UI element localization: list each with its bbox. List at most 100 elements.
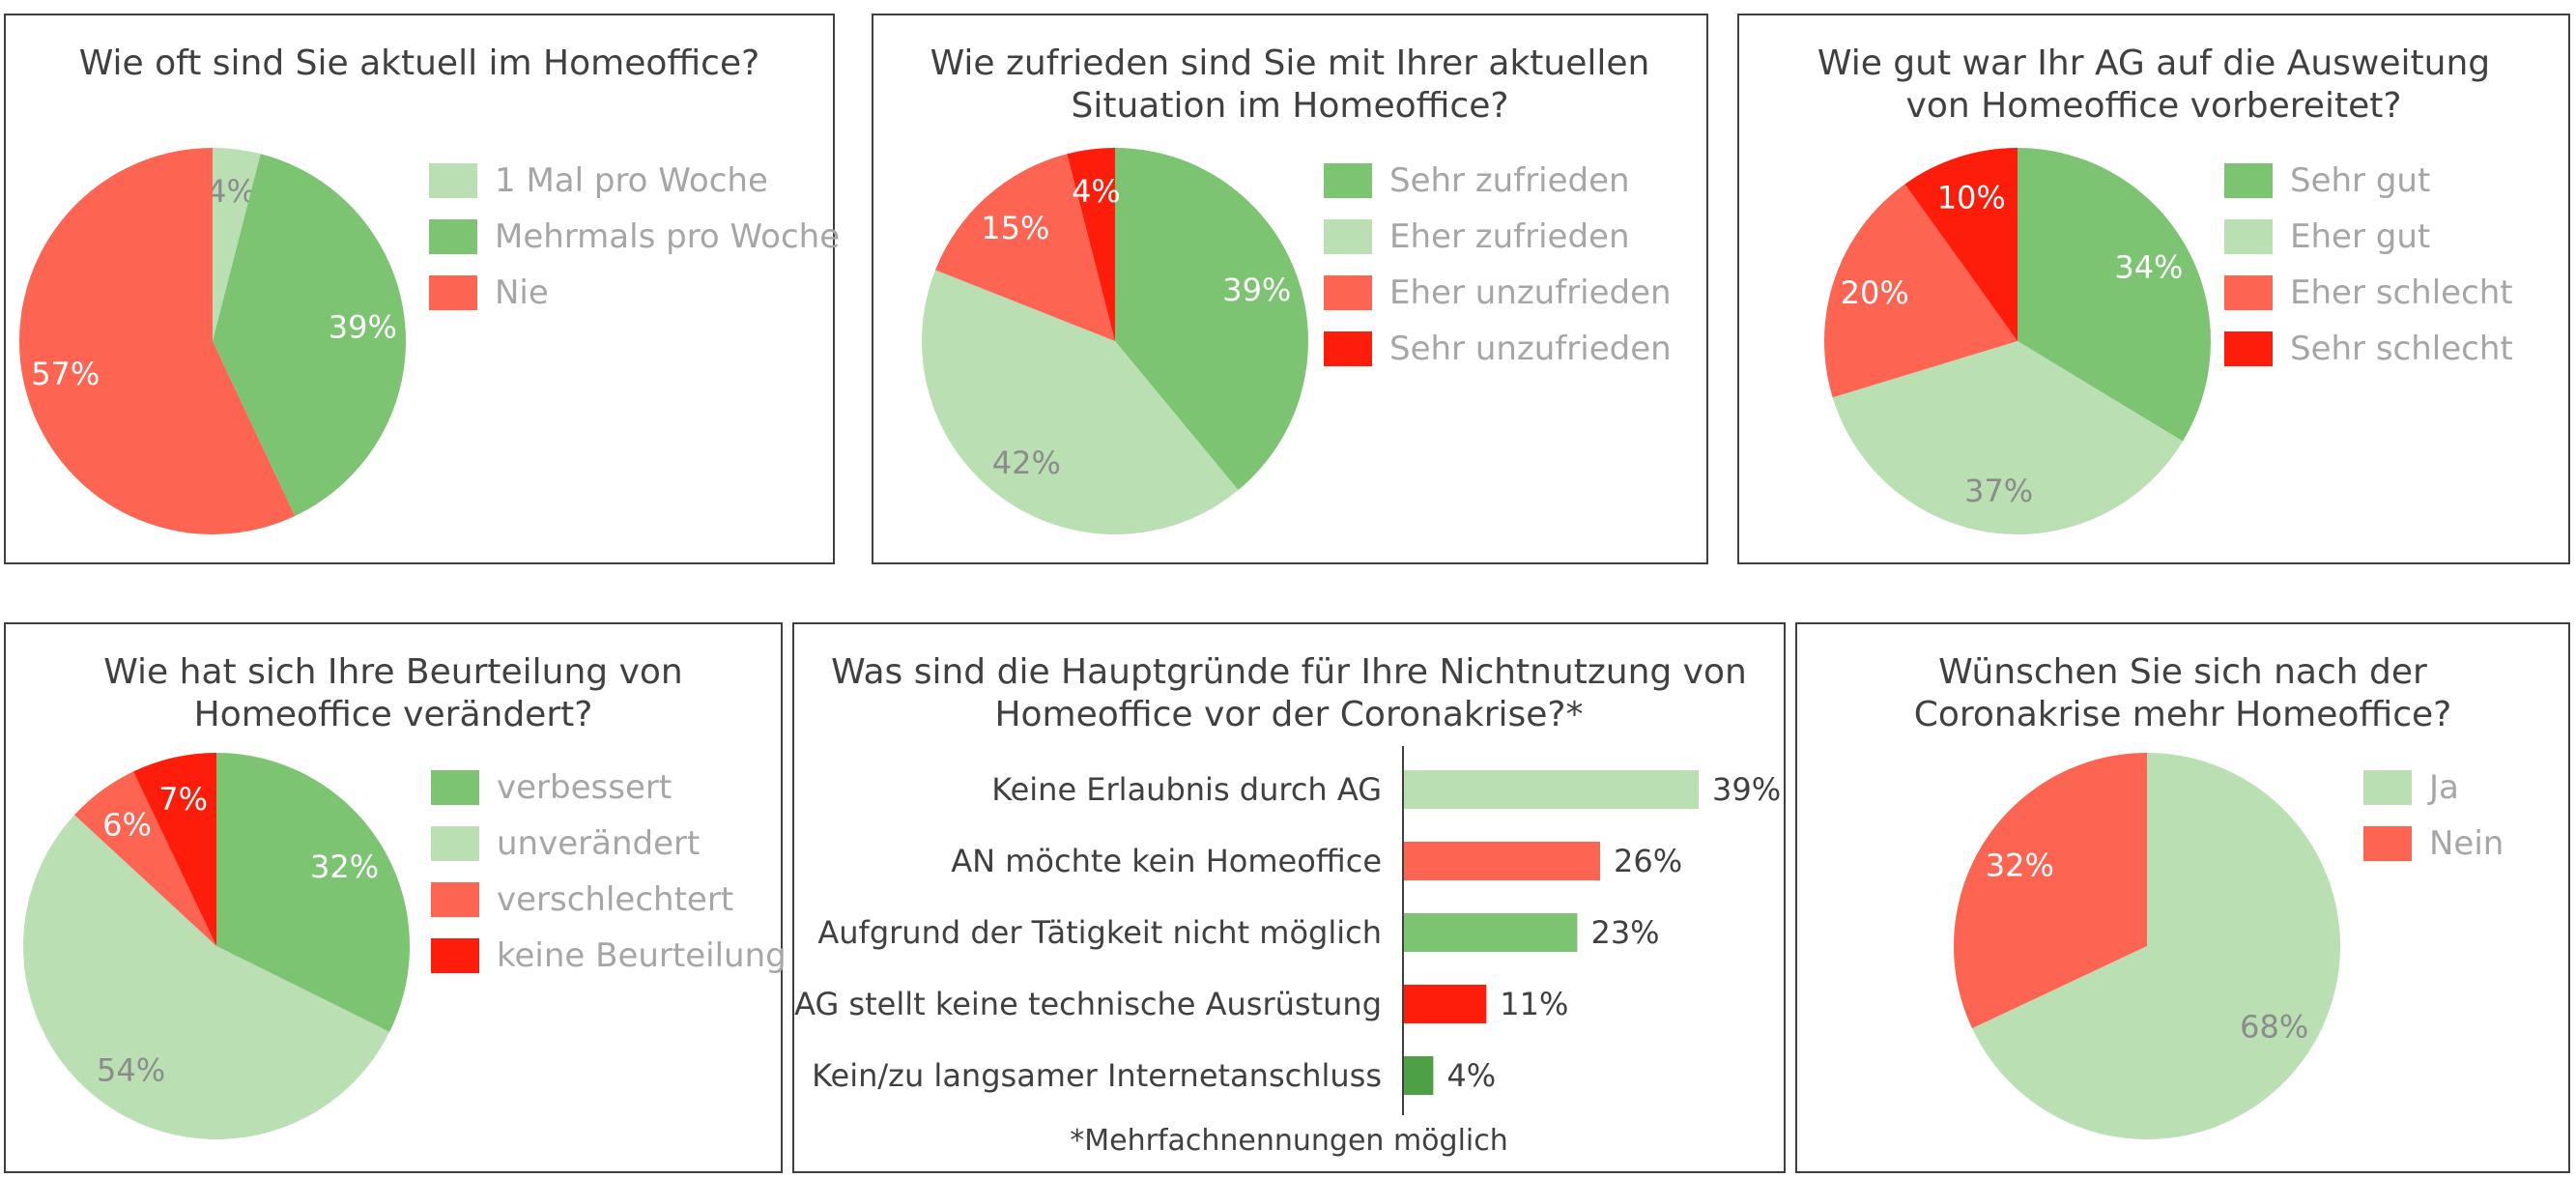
legend-label: Nie bbox=[495, 273, 549, 312]
pie-slice-eher-unzufrieden bbox=[935, 154, 1115, 341]
chart-legend: verbessert unverändert verschlechtert keine… bbox=[431, 760, 787, 984]
legend-label: verschlechtert bbox=[497, 880, 734, 919]
legend-label: Sehr schlecht bbox=[2290, 330, 2513, 368]
bar-data-label: 26% bbox=[1614, 843, 1682, 879]
legend-item-eher-zufrieden: Eher zufrieden bbox=[1324, 209, 1672, 265]
legend-label: Sehr gut bbox=[2290, 161, 2431, 200]
pie-chart: 39% 42% 15% 4% bbox=[922, 148, 1308, 534]
legend-swatch bbox=[431, 770, 479, 805]
bar-category-label: Keine Erlaubnis durch AG bbox=[991, 771, 1382, 808]
chart-title: Wünschen Sie sich nach der Coronakrise m… bbox=[1913, 652, 2452, 734]
legend-item-keine-beurteilung: keine Beurteilung bbox=[431, 928, 787, 984]
legend-swatch bbox=[431, 826, 479, 861]
chart-panel-employer-preparedness: Wie gut war Ihr AG auf die Ausweitung vo… bbox=[1737, 14, 2570, 564]
pie-data-label-unveraendert: 54% bbox=[97, 1051, 165, 1088]
legend-swatch bbox=[2363, 826, 2412, 861]
pie-data-label-eher-zufrieden: 42% bbox=[992, 445, 1061, 481]
pie-slice-keine-beurteilung bbox=[133, 753, 216, 946]
chart-footnote: *Mehrfachnennungen möglich bbox=[1070, 1124, 1508, 1158]
chart-legend: 1 Mal pro Woche Mehrmals pro Woche Nie bbox=[429, 153, 840, 321]
legend-swatch bbox=[2363, 770, 2412, 805]
chart-legend: Sehr zufrieden Eher zufrieden Eher unzufri… bbox=[1324, 153, 1672, 377]
chart-title: Was sind die Hauptgründe für Ihre Nichtn… bbox=[831, 652, 1747, 734]
legend-item-verschlechtert: verschlechtert bbox=[431, 872, 787, 928]
legend-label: Eher zufrieden bbox=[1389, 217, 1630, 256]
legend-label: Nein bbox=[2429, 824, 2504, 863]
pie-slice-nein bbox=[1954, 753, 2147, 1029]
legend-swatch bbox=[429, 275, 477, 310]
legend-item-1-mal-pro-woche: 1 Mal pro Woche bbox=[429, 153, 840, 209]
pie-data-label-sehr-schlecht: 10% bbox=[1937, 179, 2006, 215]
pie-slice-nie bbox=[18, 147, 296, 534]
pie-chart: 4% 39% 57% bbox=[18, 147, 406, 534]
bar-data-label: 39% bbox=[1712, 771, 1781, 808]
legend-item-nein: Nein bbox=[2363, 816, 2504, 872]
bar-ag-stellt-keine-technische-ausruestung bbox=[1403, 985, 1487, 1023]
pie-slice-ja bbox=[1972, 753, 2340, 1139]
legend-label: Eher schlecht bbox=[2290, 273, 2513, 312]
pie-slice-eher-schlecht bbox=[1824, 184, 2018, 398]
pie-data-label-1-mal-pro-woche: 4% bbox=[207, 173, 256, 210]
pie-slice-sehr-schlecht bbox=[1904, 148, 2018, 341]
legend-label: Ja bbox=[2429, 768, 2459, 807]
pie-slice-verbessert bbox=[216, 753, 410, 1032]
pie-data-label-eher-gut: 37% bbox=[1964, 473, 2033, 509]
legend-item-sehr-unzufrieden: Sehr unzufrieden bbox=[1324, 321, 1672, 377]
pie-slice-mehrmals-pro-woche bbox=[213, 154, 406, 516]
legend-label: Sehr unzufrieden bbox=[1389, 330, 1672, 368]
pie-slice-1-mal-pro-woche bbox=[213, 148, 261, 341]
pie-slice-sehr-zufrieden bbox=[1115, 148, 1308, 491]
legend-swatch bbox=[1324, 331, 1372, 366]
legend-item-eher-unzufrieden: Eher unzufrieden bbox=[1324, 265, 1672, 321]
legend-label: keine Beurteilung bbox=[497, 936, 787, 975]
pie-data-label-ja: 68% bbox=[2240, 1009, 2308, 1046]
pie-data-label-sehr-zufrieden: 39% bbox=[1222, 272, 1291, 308]
pie-data-label-verbessert: 32% bbox=[310, 848, 379, 885]
pie-slice-sehr-unzufrieden bbox=[1067, 148, 1115, 341]
legend-label: Sehr zufrieden bbox=[1389, 161, 1630, 200]
legend-swatch bbox=[1324, 219, 1372, 254]
bar-category-label: Kein/zu langsamer Internetanschluss bbox=[812, 1057, 1382, 1094]
chart-title: Wie hat sich Ihre Beurteilung von Homeof… bbox=[103, 652, 683, 734]
chart-panel-homeoffice-satisfaction: Wie zufrieden sind Sie mit Ihrer aktuell… bbox=[872, 14, 1708, 564]
chart-title: Wie gut war Ihr AG auf die Ausweitung vo… bbox=[1817, 43, 2491, 126]
legend-label: Eher gut bbox=[2290, 217, 2431, 256]
pie-chart: 32% 54% 6%7% bbox=[23, 753, 410, 1139]
legend-item-mehrmals-pro-woche: Mehrmals pro Woche bbox=[429, 209, 840, 265]
pie-data-label-sehr-unzufrieden: 4% bbox=[1072, 173, 1121, 210]
legend-swatch bbox=[1324, 275, 1372, 310]
pie-data-label-eher-unzufrieden: 15% bbox=[981, 210, 1049, 246]
legend-label: unverändert bbox=[497, 824, 701, 863]
pie-data-label-eher-schlecht: 20% bbox=[1841, 274, 1909, 311]
pie-data-label-nie: 57% bbox=[31, 356, 100, 392]
pie-data-label-verschlechtert: 6% bbox=[102, 806, 152, 843]
legend-item-eher-gut: Eher gut bbox=[2224, 209, 2513, 265]
pie-data-label-keine-beurteilung: 7% bbox=[158, 781, 208, 818]
pie-slice-verschlechtert bbox=[74, 771, 216, 946]
legend-swatch bbox=[431, 938, 479, 973]
legend-label: Mehrmals pro Woche bbox=[495, 217, 841, 256]
legend-label: 1 Mal pro Woche bbox=[495, 161, 768, 200]
chart-panel-homeoffice-frequency: Wie oft sind Sie aktuell im Homeoffice? … bbox=[4, 14, 840, 564]
legend-item-nie: Nie bbox=[429, 265, 840, 321]
chart-panel-more-homeoffice-wish: Wünschen Sie sich nach der Coronakrise m… bbox=[1795, 622, 2570, 1173]
legend-swatch bbox=[2224, 275, 2273, 310]
bar-keine-erlaubnis-durch-ag bbox=[1403, 770, 1699, 809]
pie-slice-unveraendert bbox=[23, 815, 390, 1139]
pie-data-label-sehr-gut: 34% bbox=[2114, 248, 2183, 285]
legend-item-eher-schlecht: Eher schlecht bbox=[2224, 265, 2513, 321]
pie-slice-eher-gut bbox=[1832, 341, 2184, 535]
chart-legend: Ja Nein bbox=[2363, 760, 2504, 872]
legend-item-sehr-schlecht: Sehr schlecht bbox=[2224, 321, 2513, 377]
bar-category-label: AG stellt keine technische Ausrüstung bbox=[794, 986, 1382, 1022]
bar-data-label: 23% bbox=[1590, 914, 1659, 951]
pie-slice-eher-zufrieden bbox=[922, 270, 1239, 534]
legend-swatch bbox=[2224, 219, 2273, 254]
pie-slice-sehr-gut bbox=[2018, 148, 2211, 442]
legend-label: Eher unzufrieden bbox=[1389, 273, 1672, 312]
chart-panel-assessment-change: Wie hat sich Ihre Beurteilung von Homeof… bbox=[4, 622, 787, 1173]
pie-chart: 68% 32% bbox=[1954, 753, 2340, 1139]
bar-an-moechte-kein-homeoffice bbox=[1403, 842, 1600, 880]
pie-chart: 34% 37% 20% 10% bbox=[1824, 148, 2211, 535]
legend-swatch bbox=[429, 219, 477, 254]
